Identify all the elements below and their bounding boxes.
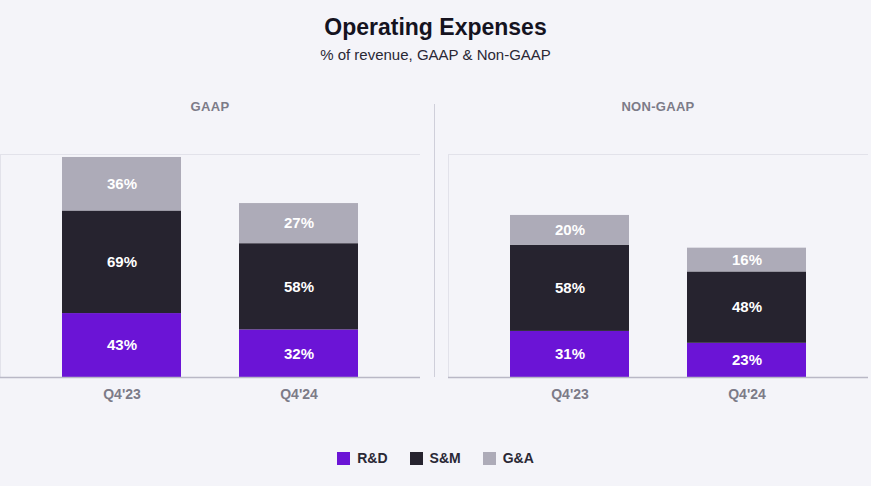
svg-text:16%: 16%: [732, 251, 762, 268]
svg-text:Q4'24: Q4'24: [280, 386, 318, 402]
html-text:NON-GAAP: NON-GAAP: [621, 99, 695, 114]
html-text:Operating Expenses: Operating Expenses: [324, 14, 547, 40]
html-text:GAAP: GAAP: [190, 99, 230, 114]
svg-text:Q4'23: Q4'23: [103, 386, 141, 402]
html-text:S&M: S&M: [429, 450, 461, 466]
svg-text:58%: 58%: [555, 279, 585, 296]
svg-text:Q4'23: Q4'23: [551, 386, 589, 402]
html-text:R&D: R&D: [357, 450, 388, 466]
html-text:% of revenue, GAAP & Non-GAAP: % of revenue, GAAP & Non-GAAP: [320, 46, 551, 63]
html-text:G&A: G&A: [502, 450, 534, 466]
svg-text:27%: 27%: [284, 214, 314, 231]
svg-text:20%: 20%: [555, 221, 585, 238]
svg-text:58%: 58%: [284, 278, 314, 295]
svg-text:31%: 31%: [555, 345, 585, 362]
svg-text:48%: 48%: [732, 298, 762, 315]
svg-text:32%: 32%: [284, 345, 314, 362]
svg-text:Q4'24: Q4'24: [728, 386, 766, 402]
svg-text:23%: 23%: [732, 351, 762, 368]
svg-text:36%: 36%: [107, 175, 137, 192]
svg-text:69%: 69%: [107, 253, 137, 270]
svg-text:43%: 43%: [107, 336, 137, 353]
